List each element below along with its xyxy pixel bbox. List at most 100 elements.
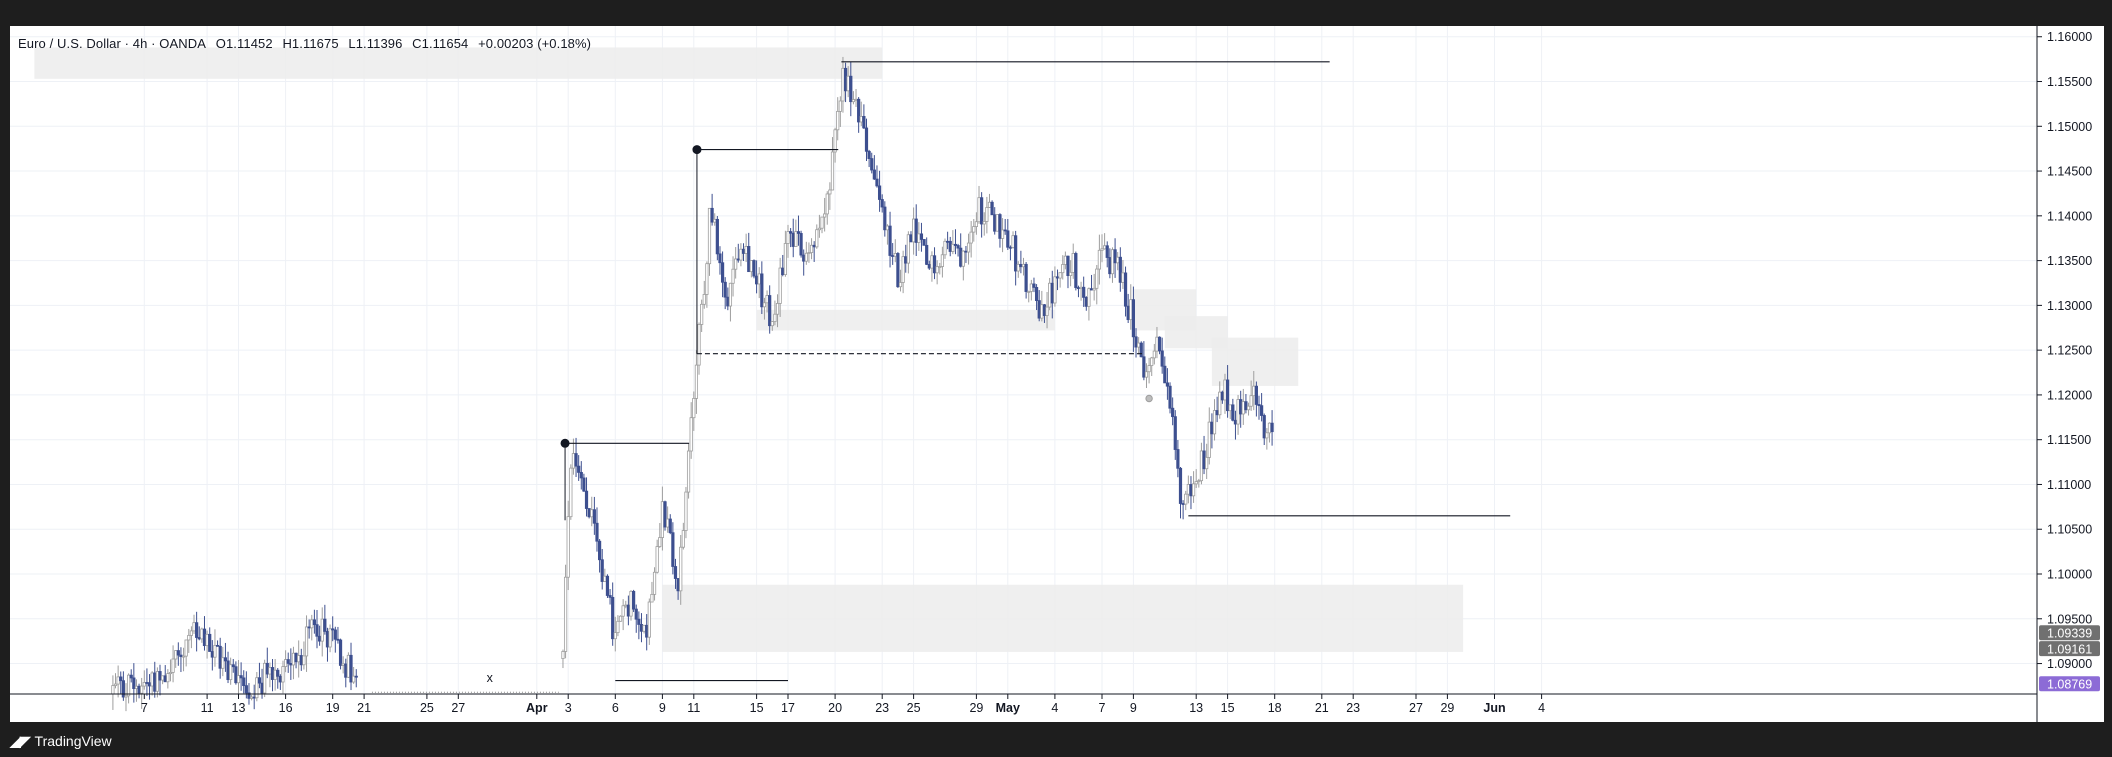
- candle-body: [794, 231, 798, 247]
- candle-body: [896, 253, 900, 288]
- candle-body: [587, 508, 591, 518]
- candle-body: [1265, 432, 1269, 439]
- candle-body: [1019, 263, 1023, 268]
- candle-body: [349, 654, 353, 683]
- drawings: x: [487, 61, 1511, 685]
- price-tag-label: 1.09161: [2047, 643, 2092, 657]
- candle-body: [760, 273, 764, 308]
- candle-body: [854, 98, 858, 101]
- candle-body: [872, 169, 876, 180]
- candle-body: [242, 677, 246, 687]
- candle-body: [987, 201, 992, 208]
- candle-body: [1207, 421, 1211, 458]
- candle-body: [1157, 336, 1162, 352]
- candle-body: [119, 676, 123, 682]
- candle-body: [127, 674, 131, 697]
- supply-demand-zone: [1211, 337, 1299, 386]
- candle-body: [1262, 415, 1266, 439]
- candle-body: [1016, 263, 1020, 272]
- tradingview-logo-icon[interactable]: ◢◤: [10, 732, 31, 749]
- candle-body: [249, 696, 254, 699]
- candle-body: [783, 243, 787, 276]
- candle-body: [909, 234, 913, 243]
- candle-body: [1097, 249, 1101, 270]
- candle-body: [270, 667, 275, 680]
- candle-body: [1076, 287, 1081, 290]
- candle-body: [234, 666, 238, 684]
- candle-body: [838, 100, 842, 112]
- candle-body: [1257, 404, 1261, 407]
- candle-body: [1053, 276, 1057, 304]
- time-tick-label: 4: [1051, 701, 1058, 715]
- price-tag-label: 1.08769: [2047, 678, 2092, 692]
- candle-body: [260, 682, 264, 694]
- candle-body: [645, 624, 649, 638]
- candle-body: [176, 650, 180, 656]
- price-tag-label: 1.09339: [2047, 627, 2092, 641]
- candle-body: [244, 685, 248, 694]
- candle-body: [1079, 286, 1083, 290]
- candle-body: [1032, 283, 1036, 288]
- candle-body: [344, 663, 348, 678]
- candle-body: [571, 453, 576, 469]
- footer-brand[interactable]: TradingView: [34, 733, 112, 749]
- time-tick-label: 13: [1189, 701, 1203, 715]
- candle-body: [679, 546, 683, 592]
- candle-body: [629, 590, 633, 617]
- candle-body: [618, 615, 623, 622]
- candle-body: [354, 675, 358, 678]
- candle-body: [893, 253, 897, 257]
- candle-body: [959, 247, 963, 267]
- candle-body: [642, 624, 646, 632]
- chart-frame[interactable]: x 1.16000 1.15500 1.15000 1.14500 1.14000 1.1…: [10, 26, 2104, 722]
- time-tick-label: 18: [1268, 701, 1282, 715]
- candle-body: [985, 207, 989, 222]
- candlestick-chart[interactable]: x 1.160001.155001.150001.145001.140001.1…: [10, 26, 2104, 722]
- candle-body: [304, 626, 309, 657]
- time-tick-label: 9: [659, 701, 666, 715]
- candle-body: [338, 639, 343, 666]
- candle-body: [331, 628, 335, 631]
- time-tick-label: 21: [357, 701, 371, 715]
- price-tick-label: 1.16000: [2047, 30, 2092, 44]
- candle-body: [155, 671, 159, 692]
- candle-body: [1142, 356, 1146, 378]
- candle-body: [113, 683, 118, 686]
- candle-body: [1150, 357, 1154, 366]
- candle-body: [817, 227, 822, 231]
- price-tag: [2039, 625, 2100, 641]
- price-tick-label: 1.11000: [2047, 478, 2091, 492]
- candle-body: [603, 575, 607, 582]
- candle-body: [964, 250, 968, 253]
- candle-body: [796, 231, 801, 234]
- candle-body: [1110, 249, 1115, 275]
- candle-body: [762, 302, 767, 308]
- candle-body: [1267, 422, 1272, 434]
- candle-body: [621, 605, 625, 617]
- candle-body: [299, 655, 303, 666]
- candle-body: [1194, 481, 1198, 485]
- candle-body: [1218, 391, 1222, 416]
- candle-body: [1246, 405, 1251, 411]
- candle-body: [828, 189, 832, 195]
- candle-body: [1215, 410, 1219, 416]
- candle-body: [833, 129, 837, 153]
- candle-body: [1089, 288, 1094, 291]
- candle-body: [781, 267, 785, 276]
- candle-body: [161, 675, 165, 681]
- candle-body: [116, 676, 120, 685]
- time-tick-label: May: [996, 701, 1020, 715]
- time-tick-label: 29: [1440, 701, 1454, 715]
- candle-body: [1252, 385, 1256, 397]
- candle-body: [1042, 304, 1047, 316]
- price-tick-label: 1.12000: [2047, 388, 2092, 402]
- candle-body: [111, 685, 115, 695]
- candle-body: [1202, 450, 1206, 470]
- candle-body: [1163, 365, 1167, 384]
- candle-body: [179, 654, 183, 658]
- candle-body: [723, 281, 727, 298]
- candle-body: [747, 246, 751, 273]
- candle-body: [655, 546, 659, 573]
- candle-body: [626, 604, 630, 617]
- candle-body: [1184, 493, 1188, 505]
